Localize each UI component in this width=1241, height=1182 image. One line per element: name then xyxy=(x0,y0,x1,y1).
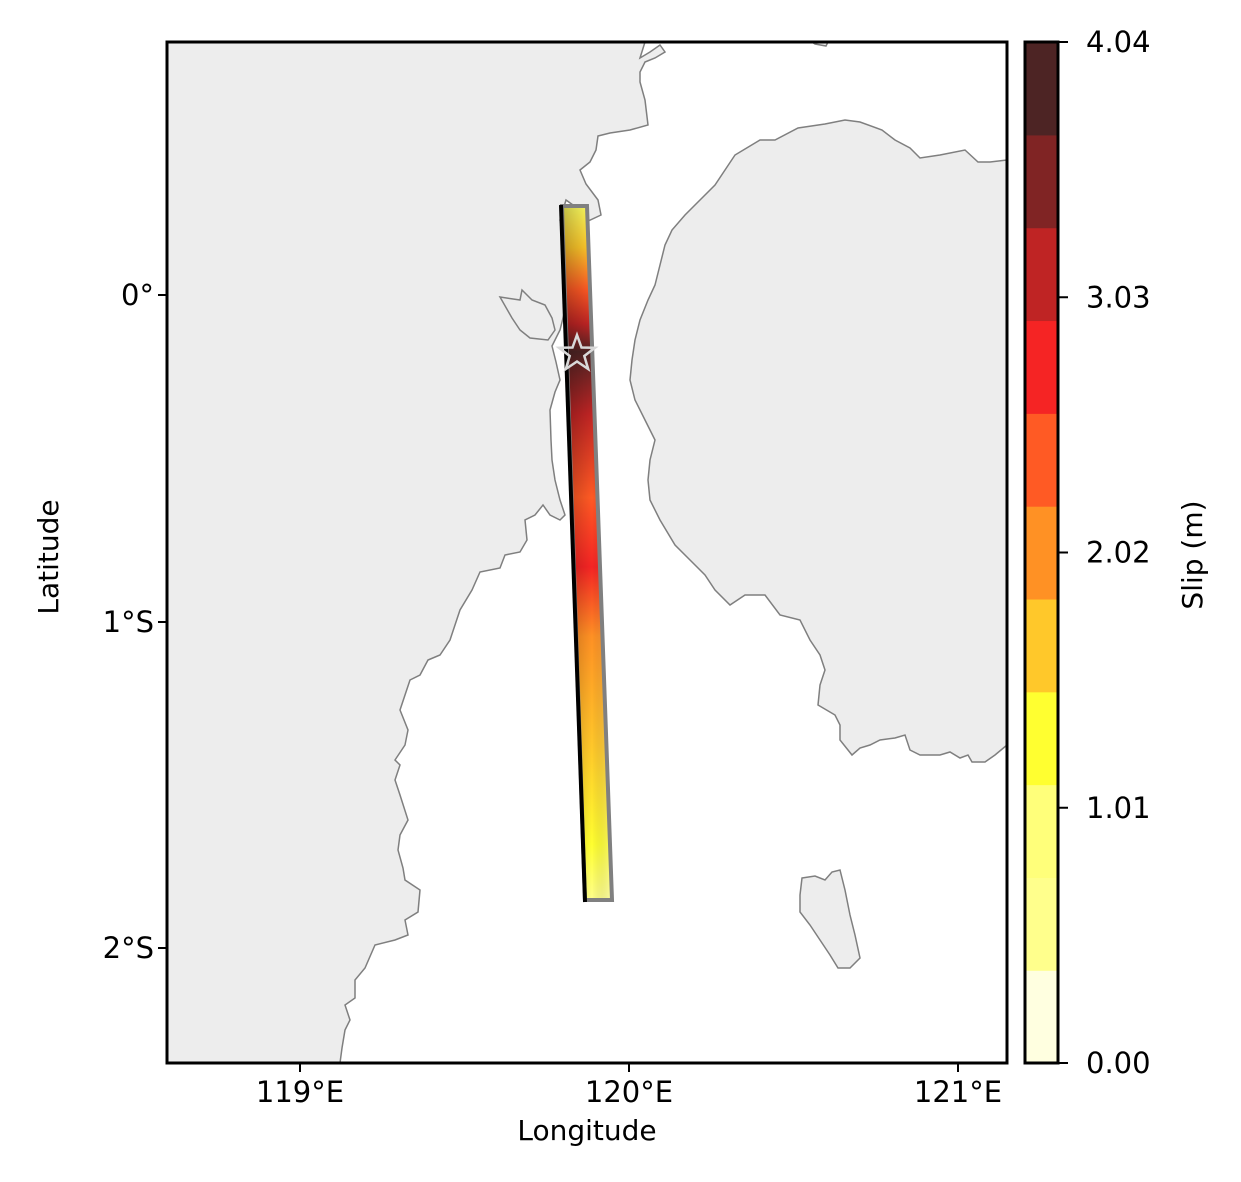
y-axis-label: Latitude xyxy=(32,499,65,614)
x-axis-label: Longitude xyxy=(517,1114,656,1147)
fault-top-trace xyxy=(559,204,587,903)
x-axis: 119°E 120°E 121°E Longitude xyxy=(256,1063,1002,1147)
y-tick-label: 2°S xyxy=(103,931,154,965)
colorbar-band xyxy=(1025,134,1058,229)
colorbar-tick-label: 0.00 xyxy=(1086,1046,1151,1080)
rupture-plane xyxy=(559,204,615,903)
colorbar-band xyxy=(1025,877,1058,971)
colorbar-band xyxy=(1025,970,1058,1064)
y-axis: 0° 1°S 2°S Latitude xyxy=(32,278,167,965)
colorbar: 0.00 1.01 2.02 3.03 4.04 Slip (m) xyxy=(1023,25,1209,1080)
colorbar-band xyxy=(1025,506,1058,600)
colorbar-band xyxy=(1025,598,1058,693)
colorbar-band xyxy=(1025,691,1058,786)
land-peninsula xyxy=(498,288,556,341)
colorbar-tick-label: 1.01 xyxy=(1086,791,1151,825)
map-frame xyxy=(165,40,1009,1065)
land-island-south xyxy=(799,869,861,969)
land-east xyxy=(629,119,1007,763)
x-tick-label: 121°E xyxy=(914,1075,1002,1109)
y-tick-label: 1°S xyxy=(103,605,154,639)
colorbar-bands xyxy=(1025,42,1058,1064)
epicenter-star-icon xyxy=(555,331,599,372)
colorbar-ticks: 0.00 1.01 2.02 3.03 4.04 xyxy=(1058,25,1151,1080)
colorbar-tick-label: 4.04 xyxy=(1086,25,1151,59)
colorbar-band xyxy=(1025,227,1058,322)
colorbar-band xyxy=(1025,42,1058,136)
slip-shading xyxy=(562,206,612,900)
x-tick-label: 120°E xyxy=(585,1075,673,1109)
colorbar-label: Slip (m) xyxy=(1176,500,1209,609)
colorbar-band xyxy=(1025,320,1058,414)
land-west xyxy=(167,42,667,1063)
colorbar-band xyxy=(1025,413,1058,507)
y-tick-label: 0° xyxy=(121,278,154,312)
map-area xyxy=(167,42,1007,1063)
colorbar-band xyxy=(1025,784,1058,878)
colorbar-tick-label: 2.02 xyxy=(1086,536,1151,570)
x-tick-label: 119°E xyxy=(256,1075,344,1109)
colorbar-tick-label: 3.03 xyxy=(1086,280,1151,314)
